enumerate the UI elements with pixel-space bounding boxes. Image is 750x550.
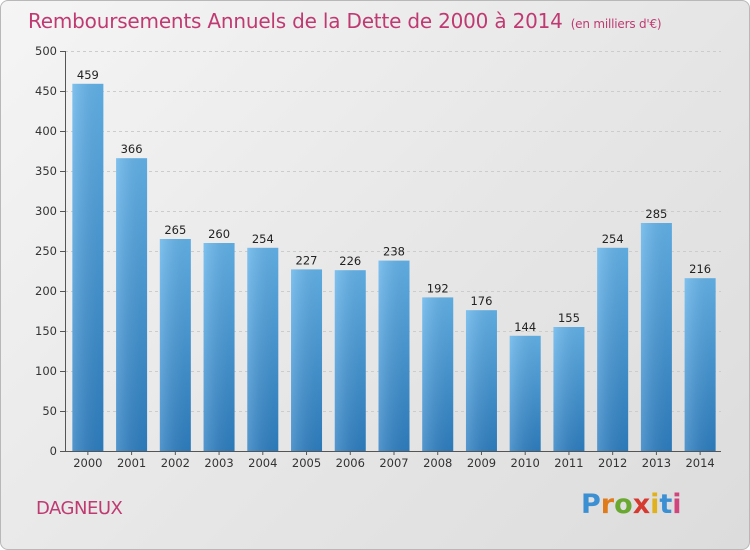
data-label: 260 (208, 227, 230, 241)
bar-shade (159, 239, 191, 451)
chart-title: Remboursements Annuels de la Dette de 20… (28, 9, 662, 33)
bar-shade (203, 243, 235, 451)
x-tick-label: 2012 (598, 456, 627, 470)
y-tick-label: 300 (35, 204, 57, 218)
commune-name: DAGNEUX (36, 498, 123, 519)
chart-subtitle: (en milliers d'€) (570, 17, 662, 31)
bar-shade (378, 260, 410, 451)
x-tick-label: 2008 (423, 456, 452, 470)
data-label: 254 (252, 232, 274, 246)
y-tick-label: 150 (35, 324, 57, 338)
y-tick-label: 250 (35, 244, 57, 258)
y-tick-label: 450 (35, 84, 57, 98)
x-tick-label: 2009 (467, 456, 496, 470)
x-tick-label: 2000 (73, 456, 102, 470)
data-label: 238 (383, 245, 405, 259)
x-tick-label: 2006 (336, 456, 365, 470)
data-label: 144 (514, 320, 536, 334)
bar-shade (640, 223, 672, 451)
data-label: 226 (339, 254, 361, 268)
x-tick-label: 2013 (642, 456, 671, 470)
x-tick-label: 2001 (117, 456, 146, 470)
y-tick-label: 50 (42, 404, 57, 418)
proxiti-logo: Proxiti (581, 489, 682, 520)
y-tick-label: 0 (50, 444, 57, 458)
bar-shade (422, 297, 454, 451)
data-label: 227 (296, 253, 318, 267)
bar-shade (553, 327, 585, 451)
x-tick-label: 2007 (379, 456, 408, 470)
data-label: 192 (427, 281, 449, 295)
x-tick-label: 2003 (204, 456, 233, 470)
y-tick-label: 100 (35, 364, 57, 378)
y-tick-label: 400 (35, 124, 57, 138)
bar-shade (247, 247, 279, 451)
data-label: 265 (164, 223, 186, 237)
bar-shade (597, 247, 629, 451)
x-tick-label: 2014 (685, 456, 714, 470)
x-tick-label: 2002 (161, 456, 190, 470)
y-tick-label: 200 (35, 284, 57, 298)
data-label: 155 (558, 311, 580, 325)
chart-title-text: Remboursements Annuels de la Dette de 20… (28, 9, 563, 33)
bar-shade (291, 269, 323, 451)
bar-shade (509, 335, 541, 451)
data-label: 254 (602, 232, 624, 246)
x-tick-label: 2010 (511, 456, 540, 470)
bar-shade (684, 278, 716, 451)
data-label: 366 (121, 142, 143, 156)
data-label: 216 (689, 262, 711, 276)
label-layer: 0 50 100 150 200 250 300 350 400 450 500 459 2000 366… (35, 44, 715, 470)
bar-shade (116, 158, 148, 451)
x-tick-label: 2011 (554, 456, 583, 470)
bar-shade (334, 270, 366, 451)
bar-shade (72, 83, 104, 452)
y-tick-label: 500 (35, 44, 57, 58)
bar-layer (72, 83, 716, 452)
data-label: 176 (470, 294, 492, 308)
x-tick-label: 2005 (292, 456, 321, 470)
x-tick-label: 2004 (248, 456, 277, 470)
bar-shade (465, 310, 497, 451)
data-label: 459 (77, 68, 99, 82)
data-label: 285 (645, 207, 667, 221)
y-tick-label: 350 (35, 164, 57, 178)
